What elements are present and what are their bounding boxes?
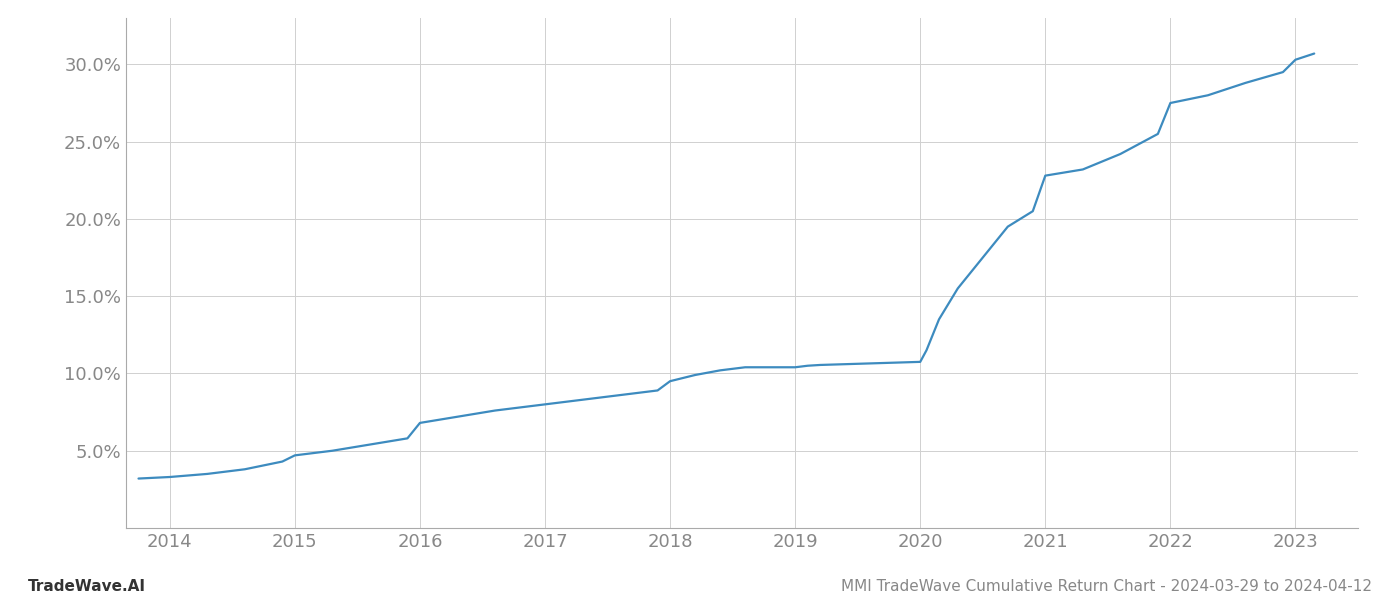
Text: MMI TradeWave Cumulative Return Chart - 2024-03-29 to 2024-04-12: MMI TradeWave Cumulative Return Chart - …: [841, 579, 1372, 594]
Text: TradeWave.AI: TradeWave.AI: [28, 579, 146, 594]
